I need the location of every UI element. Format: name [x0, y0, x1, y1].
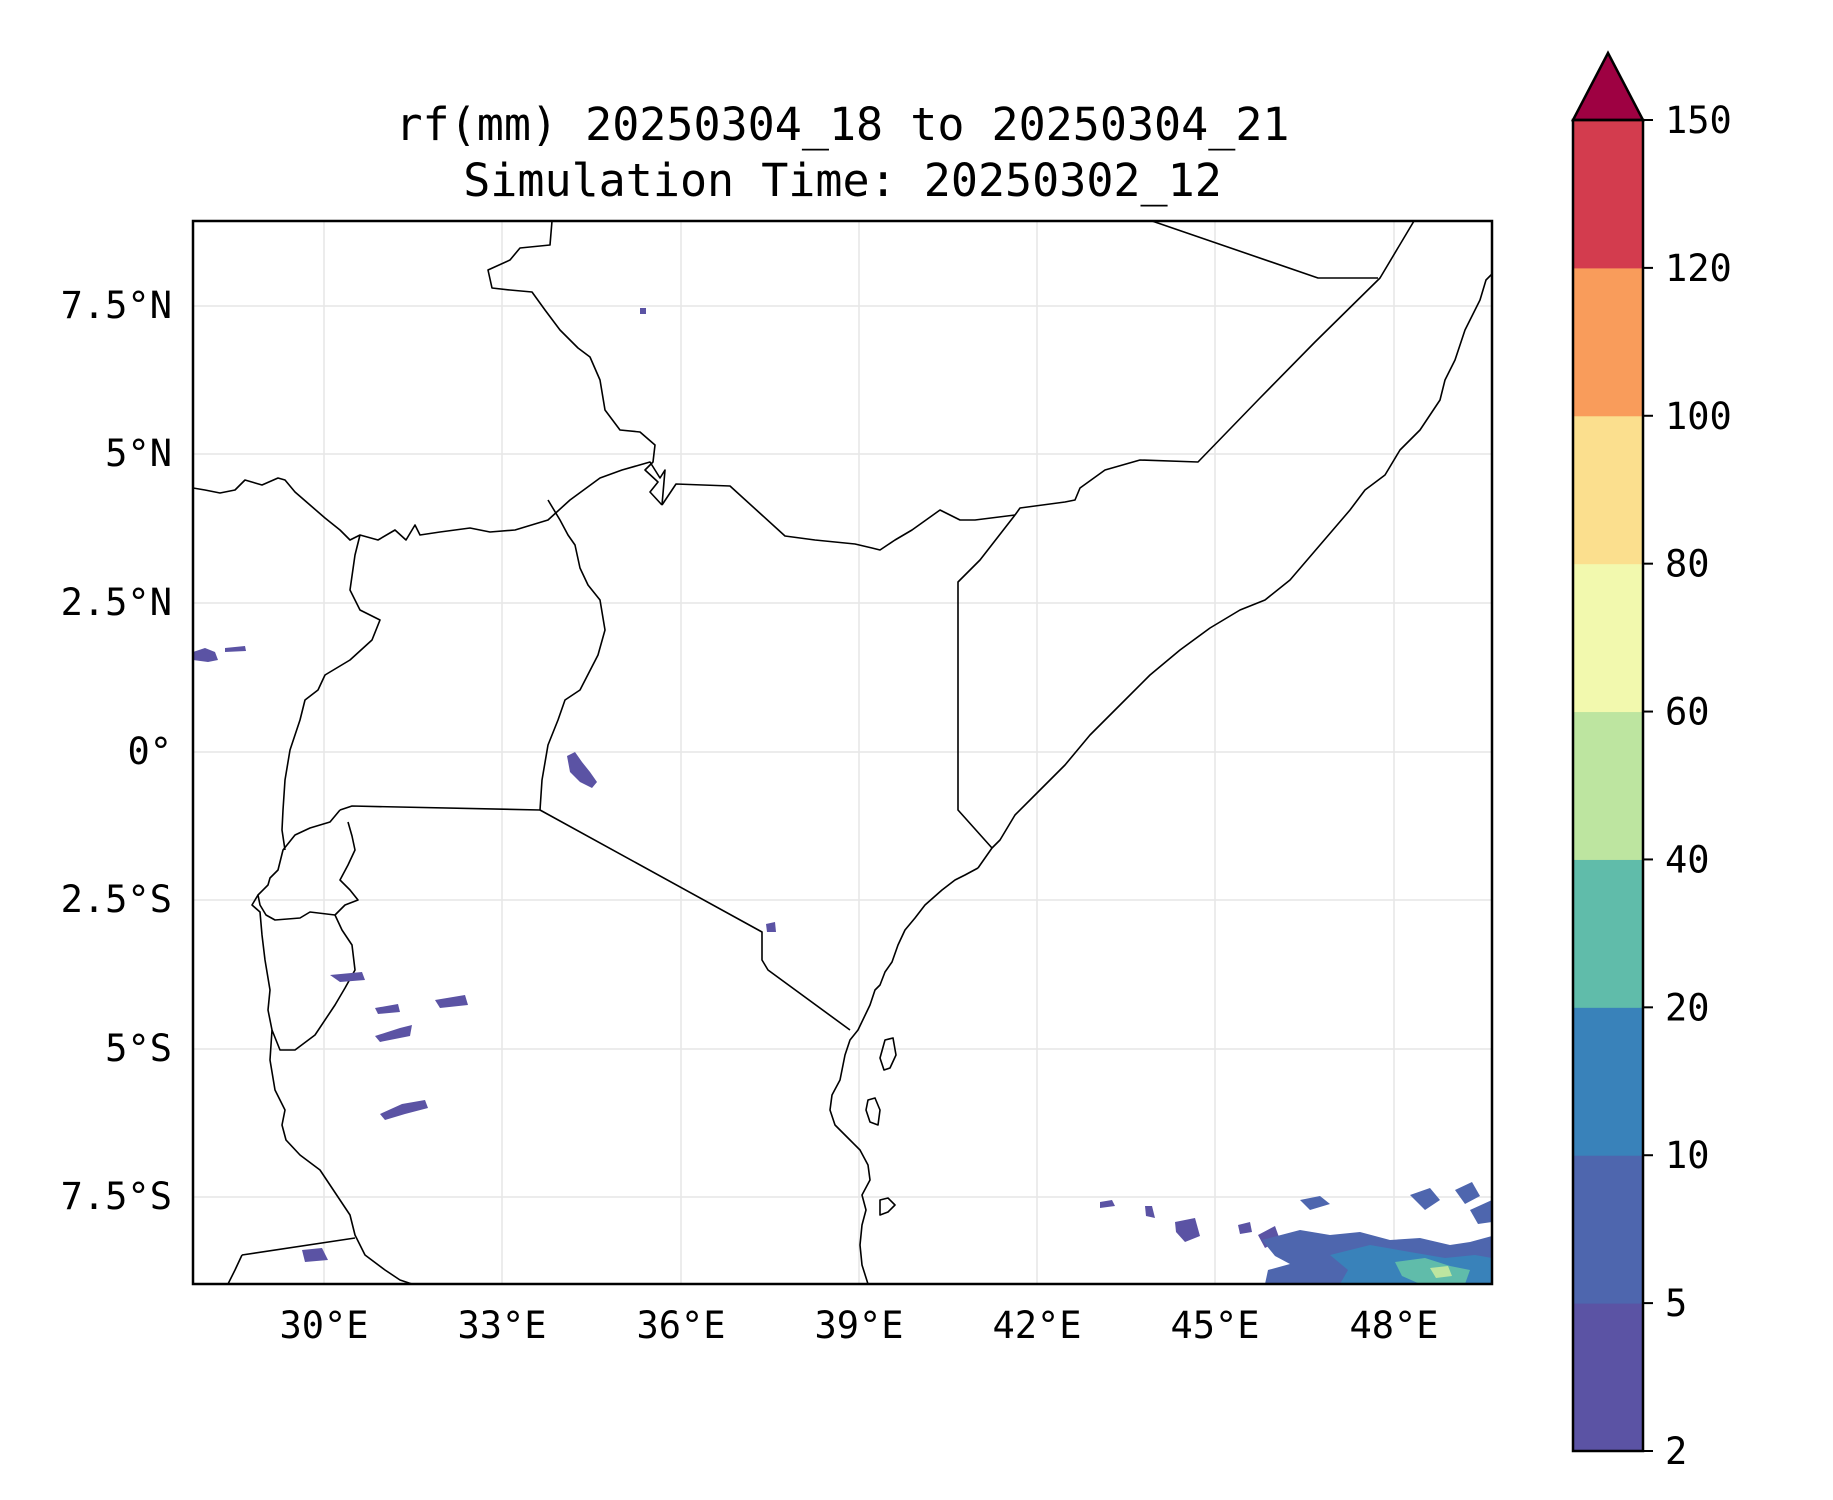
zanzibar-island — [879, 1037, 897, 1071]
lon-tick-label: 30°E — [279, 1304, 368, 1347]
boundaries — [193, 221, 1492, 1284]
lon-tick-label: 36°E — [636, 1304, 725, 1347]
uganda-tanzania-border — [339, 805, 541, 811]
lat-tick-labels: 7.5°N 5°N 2.5°N 0° 2.5°S 5°S 7.5°S — [61, 284, 172, 1218]
lon-tick-labels: 30°E 33°E 36°E 39°E 42°E 45°E 48°E — [279, 1304, 1438, 1347]
rain-patch — [380, 1100, 428, 1120]
somaliland-gulf-coast — [1014, 221, 1415, 516]
rain-patch — [1175, 1218, 1200, 1242]
lon-tick-label: 42°E — [992, 1304, 1081, 1347]
lon-tick-label: 39°E — [814, 1304, 903, 1347]
rain-patch — [193, 648, 218, 662]
colorbar-tick-label: 80 — [1665, 543, 1710, 586]
colorbar-tick-label: 120 — [1665, 247, 1732, 290]
rain-patch — [1300, 1196, 1330, 1210]
colorbar-extend-arrow — [1570, 50, 1646, 122]
colorbar-segment — [1573, 267, 1643, 417]
ethiopia-kenya-border — [193, 461, 666, 541]
rain-patch — [1238, 1222, 1252, 1234]
colorbar-tick-label: 100 — [1665, 395, 1732, 438]
lon-tick-label: 33°E — [457, 1304, 546, 1347]
rain-patch — [766, 922, 776, 932]
rain-patch — [375, 1025, 412, 1042]
ethiopia-border-north — [487, 221, 663, 506]
lat-tick-label: 7.5°S — [61, 1175, 172, 1218]
eritrea-border — [1151, 221, 1378, 279]
mafia-island — [865, 1097, 881, 1126]
rain-patch — [1430, 1266, 1452, 1278]
kilwa-island — [879, 1197, 896, 1216]
map-subtitle: Simulation Time: 20250302_12 — [463, 154, 1222, 207]
lon-tick-label: 48°E — [1349, 1304, 1438, 1347]
colorbar-tick-label: 10 — [1665, 1134, 1710, 1177]
lat-tick-label: 2.5°N — [61, 581, 172, 624]
colorbar-segment — [1573, 563, 1643, 713]
colorbar-segment — [1573, 1007, 1643, 1156]
colorbar-tick-label: 20 — [1665, 986, 1710, 1029]
rain-patch — [302, 1248, 328, 1262]
colorbar-segment — [1573, 1303, 1643, 1452]
rain-patch — [330, 972, 365, 982]
map-frame — [191, 219, 1494, 1286]
lat-tick-label: 2.5°S — [61, 878, 172, 921]
lon-tick-label: 45°E — [1170, 1304, 1259, 1347]
colorbar-segment — [1573, 711, 1643, 860]
rain-patch — [435, 995, 468, 1008]
east-africa-coast — [829, 867, 979, 1284]
colorbar-tick-label: 150 — [1665, 99, 1732, 142]
ethiopia-south-border — [661, 483, 1016, 551]
lat-tick-label: 0° — [127, 730, 172, 773]
gridlines — [193, 221, 1492, 1284]
colorbar-tick-label: 60 — [1665, 691, 1710, 734]
rain-patch — [1100, 1200, 1115, 1208]
uganda-border — [539, 499, 606, 811]
colorbar-frame — [1571, 118, 1645, 1453]
rain-patch — [567, 752, 597, 788]
somalia-coast — [977, 273, 1492, 869]
rain-patch — [1410, 1188, 1440, 1210]
rainfall-field — [193, 308, 1492, 1284]
zambia-border — [241, 1237, 356, 1256]
zambia-south — [227, 1254, 243, 1284]
map-title: rf(mm) 20250304_18 to 20250304_21 — [395, 98, 1290, 151]
rwanda-burundi-border — [257, 809, 359, 921]
kenya-tanzania-border — [539, 809, 851, 1031]
colorbar-segment — [1573, 120, 1643, 269]
colorbar: 2 5 10 20 40 60 80 100 120 150 — [1570, 50, 1732, 1473]
rain-patch — [375, 1004, 400, 1014]
lat-tick-label: 7.5°N — [61, 284, 172, 327]
colorbar-segment — [1573, 1155, 1643, 1304]
colorbar-tick-label: 40 — [1665, 838, 1710, 881]
rain-patch — [640, 308, 646, 314]
lat-tick-label: 5°S — [105, 1027, 172, 1070]
kenya-somalia-border — [957, 514, 1016, 849]
colorbar-tick-label: 5 — [1665, 1282, 1687, 1325]
colorbar-tick-label: 2 — [1665, 1430, 1687, 1473]
rain-patch — [1470, 1200, 1492, 1224]
drc-tanzania-border — [251, 894, 356, 1051]
colorbar-segment — [1573, 415, 1643, 565]
rain-patch — [225, 646, 246, 652]
colorbar-segment — [1573, 859, 1643, 1008]
rain-patch — [1455, 1182, 1480, 1204]
rain-patch — [1145, 1206, 1155, 1218]
lake-tanganyika-west — [269, 1029, 413, 1284]
uganda-west-border — [281, 534, 381, 851]
lat-tick-label: 5°N — [105, 432, 172, 475]
